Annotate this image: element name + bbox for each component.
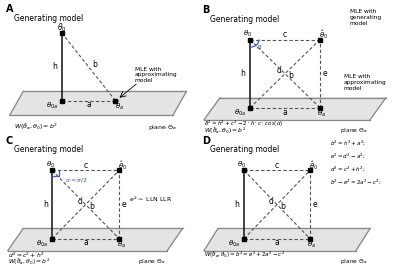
Text: a: a [275,238,279,248]
Text: $\hat{\theta}_a$: $\hat{\theta}_a$ [308,238,316,250]
Text: $\hat{\theta}_0$: $\hat{\theta}_0$ [118,159,128,171]
Text: c: c [275,161,279,170]
Text: $\theta_0$: $\theta_0$ [57,21,66,34]
Text: $\alpha = \pi/2$: $\alpha = \pi/2$ [66,176,88,184]
Text: $\theta_{0a}$: $\theta_{0a}$ [46,101,58,111]
Text: $\theta_0$: $\theta_0$ [238,160,246,170]
Text: $W(\hat{\theta}_a,\theta_0) = b^2$: $W(\hat{\theta}_a,\theta_0) = b^2$ [8,256,50,267]
Text: $W(\hat{\theta}_a,\theta_0) = b^2 = e^2+2a^2-c^2$: $W(\hat{\theta}_a,\theta_0) = b^2 = e^2+… [204,250,285,260]
Text: C: C [6,136,13,146]
Text: Generating model: Generating model [14,14,83,23]
Text: h: h [52,62,57,71]
Text: MLE with
approximating
model: MLE with approximating model [344,74,387,91]
Text: $\alpha$: $\alpha$ [256,43,262,51]
Polygon shape [8,229,182,251]
Text: a: a [83,238,88,248]
Text: $W(\hat{\theta}_a,\theta_0) = b^2$: $W(\hat{\theta}_a,\theta_0) = b^2$ [14,122,58,132]
Text: D: D [202,136,210,146]
Text: B: B [202,5,209,15]
Text: b: b [89,202,94,211]
Text: d: d [78,197,82,206]
Text: h: h [234,200,240,209]
Text: $\theta_0$: $\theta_0$ [46,160,55,170]
Text: $b^2 - e^2 = 2a^2 - c^2;$: $b^2 - e^2 = 2a^2 - c^2;$ [330,177,382,186]
Text: MLE with
approximating
model: MLE with approximating model [134,66,177,83]
Text: $\hat{\theta}_0$: $\hat{\theta}_0$ [310,159,318,171]
Text: plane $\Theta_a$: plane $\Theta_a$ [340,257,368,266]
Text: c: c [84,161,88,170]
Text: $d^2 = c^2 + h^2;$: $d^2 = c^2 + h^2;$ [330,164,366,173]
Text: d: d [276,66,282,75]
Text: e: e [323,69,327,78]
Text: $\theta_{0a}$: $\theta_{0a}$ [228,239,240,249]
Text: b: b [280,202,286,211]
Text: $e^2 \sim$ LLN LLR: $e^2 \sim$ LLN LLR [129,195,172,204]
Text: plane $\Theta_a$: plane $\Theta_a$ [138,257,166,266]
Text: $\theta_{0a}$: $\theta_{0a}$ [36,239,48,249]
Text: A: A [6,4,14,14]
Text: Generating model: Generating model [210,145,279,154]
Text: c: c [283,30,287,39]
Text: a: a [283,108,287,117]
Text: $\hat{\theta}_a$: $\hat{\theta}_a$ [318,107,326,119]
Text: $e^2 = d^2 - a^2;$: $e^2 = d^2 - a^2;$ [330,151,366,160]
Text: d: d [268,197,274,206]
Text: $\theta_{0a}$: $\theta_{0a}$ [234,108,246,118]
Text: plane $\Theta_a$: plane $\Theta_a$ [340,126,368,135]
Text: MLE with
generating
model: MLE with generating model [350,9,382,26]
Polygon shape [10,91,186,115]
Polygon shape [204,98,386,120]
Text: a: a [86,100,91,109]
Text: h: h [240,69,246,78]
Text: Generating model: Generating model [14,145,83,154]
Text: $\delta^2 = h^2 + c^2 - 2 \cdot h \cdot c \cdot cos(\alpha)$: $\delta^2 = h^2 + c^2 - 2 \cdot h \cdot … [204,119,283,129]
Text: $\hat{\theta}_a$: $\hat{\theta}_a$ [115,100,124,112]
Text: e: e [313,200,317,209]
Polygon shape [204,229,370,251]
Text: e: e [122,200,126,209]
Text: h: h [43,200,48,209]
Text: $d^2 = c^2 + h^2$: $d^2 = c^2 + h^2$ [8,250,44,260]
Text: Generating model: Generating model [210,14,279,23]
Text: $\hat{\theta}_0$: $\hat{\theta}_0$ [320,28,328,41]
Text: $\hat{\theta}_a$: $\hat{\theta}_a$ [117,238,126,250]
Text: plane $\Theta_a$: plane $\Theta_a$ [148,123,177,132]
Text: $W(\hat{\theta}_a,\theta_0) = b^2$: $W(\hat{\theta}_a,\theta_0) = b^2$ [204,125,246,136]
Text: b: b [288,71,294,80]
Text: b: b [92,60,97,69]
Text: $b^2 = h^2 + a^2;$: $b^2 = h^2 + a^2;$ [330,139,366,147]
Text: $\theta_0$: $\theta_0$ [244,29,252,40]
